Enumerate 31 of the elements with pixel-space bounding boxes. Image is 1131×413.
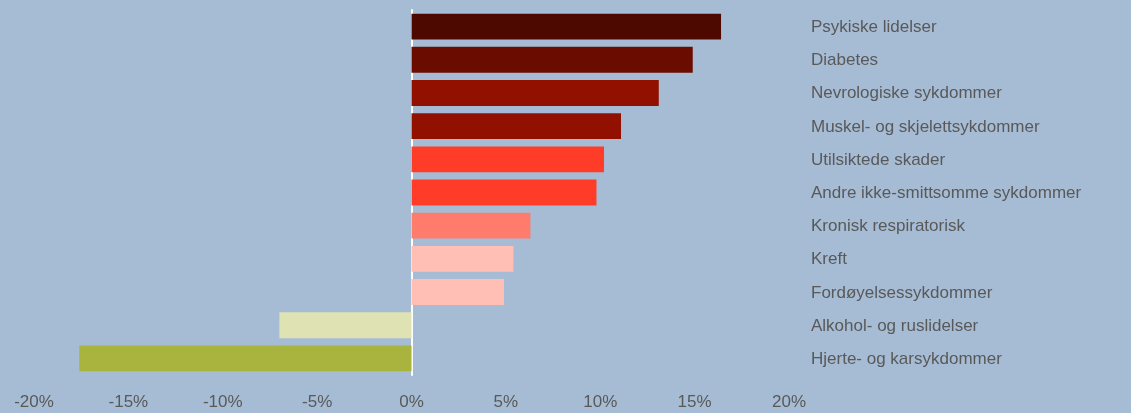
bar: [411, 245, 514, 272]
bar: [411, 113, 622, 140]
x-tick-label: -20%: [14, 392, 54, 411]
x-tick-label: 0%: [399, 392, 424, 411]
x-tick-label: 20%: [771, 392, 807, 411]
y-tick-label: Diabetes: [811, 50, 879, 70]
x-tick-label: 15%: [677, 392, 712, 411]
y-tick-label: Andre ikke-smittsomme sykdommer: [811, 183, 1082, 202]
bar: [411, 80, 659, 106]
y-tick-label: Utilsiktede skader: [811, 149, 946, 169]
y-tick-label: Kronisk respiratorisk: [811, 216, 966, 236]
bar: [411, 146, 605, 173]
y-tick-label: Fordøyelsessykdommer: [811, 282, 993, 302]
y-tick-label: Muskel- og skjelettsykdommer: [811, 116, 1040, 136]
x-tick-label: -10%: [202, 392, 243, 411]
x-tick-label: -5%: [302, 392, 333, 411]
y-tick-label: Psykiske lidelser: [811, 17, 937, 37]
bar: [79, 345, 412, 372]
y-tick-label: Hjerte- og karsykdommer: [811, 348, 1003, 368]
bar: [411, 13, 722, 40]
y-tick-label: Kreft: [811, 249, 848, 269]
bar: [411, 46, 693, 73]
bar: [411, 279, 504, 305]
y-tick-label: Alkohol- og ruslidelser: [811, 315, 979, 335]
x-tick-label: 10%: [583, 392, 618, 411]
x-tick-label: 5%: [493, 392, 519, 411]
bar: [411, 212, 531, 239]
y-tick-label: Nevrologiske sykdommer: [811, 83, 1003, 103]
bar: [279, 312, 412, 339]
bar: [411, 179, 597, 206]
x-tick-label: -15%: [108, 392, 149, 411]
